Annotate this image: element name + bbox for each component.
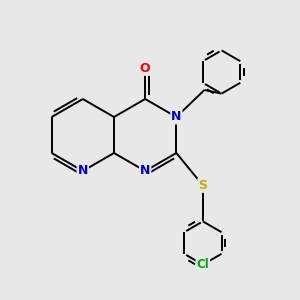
Text: N: N: [78, 164, 88, 178]
Text: N: N: [171, 110, 182, 124]
Text: N: N: [140, 164, 150, 178]
Text: Cl: Cl: [196, 258, 209, 271]
Text: O: O: [140, 62, 151, 75]
Text: S: S: [198, 179, 207, 192]
